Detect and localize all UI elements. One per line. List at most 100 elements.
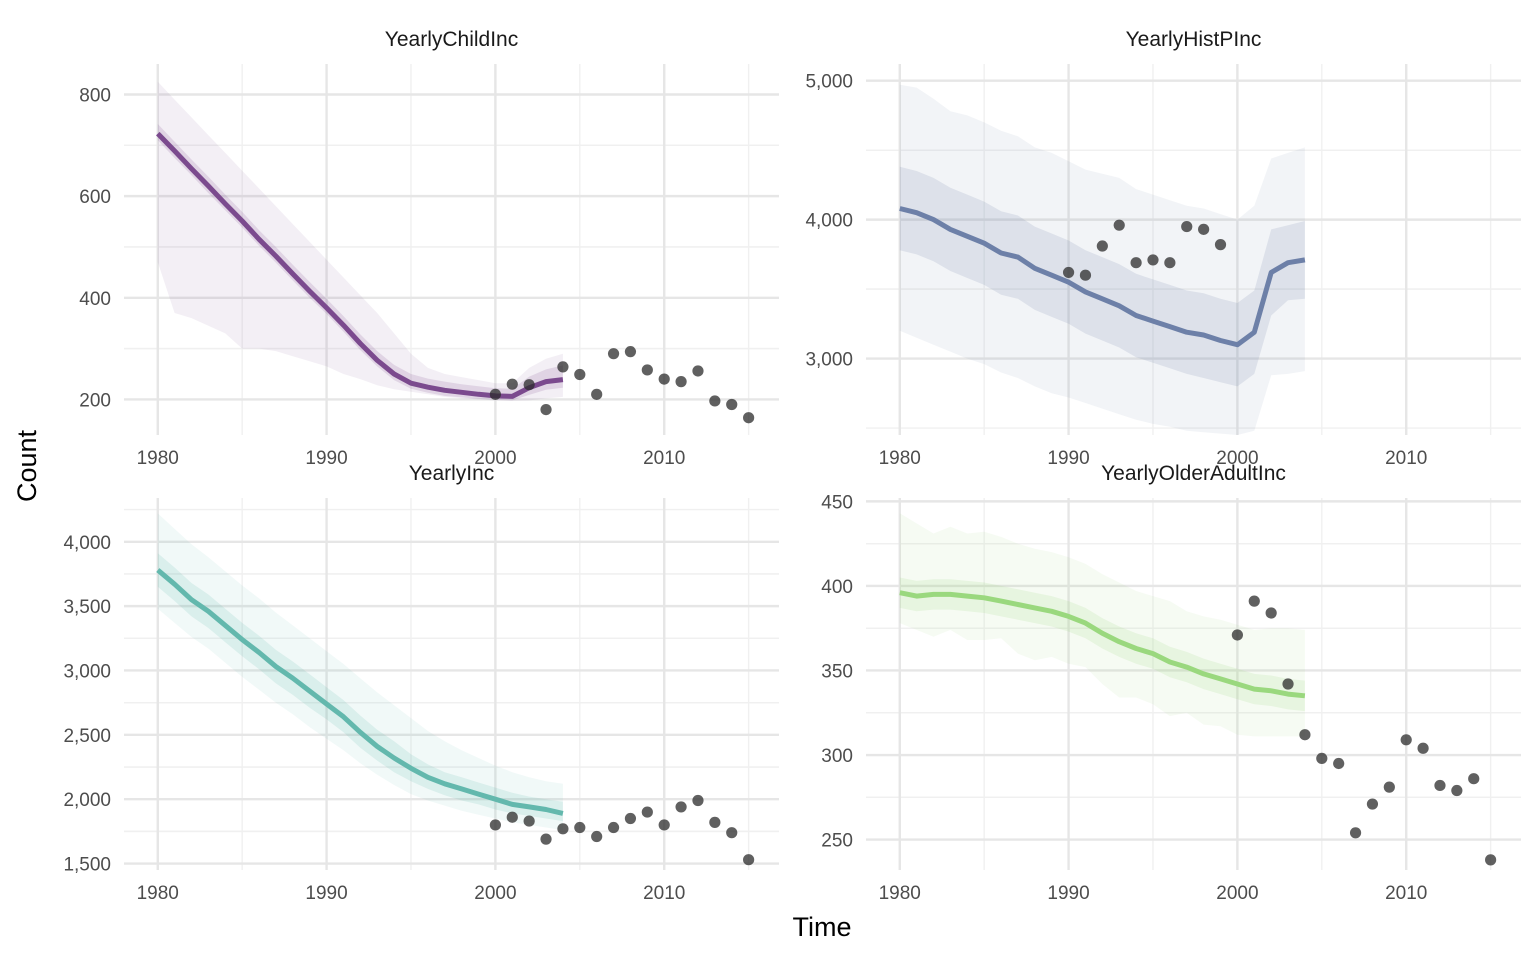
x-tick-label: 2010 <box>1385 448 1427 469</box>
x-tick-label: 1980 <box>879 883 921 904</box>
y-tick-label: 2,500 <box>63 726 111 747</box>
y-tick-label: 3,000 <box>805 350 853 371</box>
ribbon-95 <box>899 513 1305 737</box>
y-tick-label: 250 <box>821 831 853 852</box>
y-tick-label: 4,000 <box>63 533 111 554</box>
observed-point <box>1417 742 1429 754</box>
observed-point <box>1349 827 1362 839</box>
observed-point <box>1113 219 1125 231</box>
observed-point <box>1231 629 1243 641</box>
observed-point <box>692 365 704 377</box>
observed-point <box>726 398 738 411</box>
observed-point <box>641 806 653 818</box>
observed-point <box>743 854 755 866</box>
ribbon-95 <box>899 84 1305 436</box>
observed-point <box>675 376 687 388</box>
observed-point <box>574 821 586 834</box>
observed-point <box>1383 781 1395 793</box>
observed-point <box>1096 240 1108 252</box>
facet-title: YearlyInc <box>409 462 495 485</box>
observed-point <box>709 816 721 828</box>
x-tick-label: 1990 <box>305 883 347 904</box>
observed-point <box>591 388 603 400</box>
facet-title: YearlyOlderAdultInc <box>1101 462 1286 485</box>
y-tick-label: 3,000 <box>63 661 111 682</box>
y-tick-label: 450 <box>821 492 853 513</box>
y-tick-label: 400 <box>79 289 111 310</box>
facet-title: YearlyHistPInc <box>1126 28 1262 51</box>
observed-point <box>1434 779 1446 792</box>
x-tick-label: 1980 <box>879 448 921 469</box>
fit-line <box>156 568 564 816</box>
observed-point <box>1198 223 1210 235</box>
ribbon-95 <box>157 81 563 401</box>
observed-point <box>658 373 670 385</box>
observed-point <box>1468 773 1480 785</box>
y-tick-label: 5,000 <box>805 72 853 93</box>
observed-point <box>540 833 552 845</box>
x-tick-label: 2010 <box>643 448 685 469</box>
observed-point <box>607 348 620 360</box>
x-tick-label: 1990 <box>1047 448 1089 469</box>
observed-point <box>624 346 637 358</box>
facet-title: YearlyChildInc <box>385 28 518 51</box>
observed-point <box>726 827 738 839</box>
observed-point <box>1079 269 1092 281</box>
observed-point <box>489 388 501 400</box>
x-tick-label: 1990 <box>1047 883 1089 904</box>
x-tick-label: 2000 <box>474 448 516 469</box>
observed-point <box>1316 752 1328 765</box>
observed-point <box>540 403 552 416</box>
x-tick-label: 2000 <box>1216 883 1258 904</box>
x-axis-title: Time <box>793 912 852 942</box>
observed-point <box>1451 784 1463 797</box>
y-tick-label: 300 <box>821 746 853 767</box>
facet-panel-4: 1980 1990 2000 2010 250 300 350 400 450 YearlyOld… <box>821 462 1521 904</box>
x-tick-label: 2010 <box>643 883 685 904</box>
observed-point <box>641 364 653 376</box>
y-tick-label: 4,000 <box>805 211 853 232</box>
observed-point <box>1248 595 1260 607</box>
observed-point <box>489 819 501 831</box>
observed-point <box>658 819 670 831</box>
y-tick-label: 400 <box>821 577 853 598</box>
observed-point <box>1333 757 1345 770</box>
observed-point <box>624 812 637 825</box>
observed-point <box>1181 220 1193 233</box>
observed-point <box>675 801 687 813</box>
x-tick-label: 1980 <box>137 448 179 469</box>
facet-panel-2: 1980 1990 2000 2010 3,000 4,000 5,000 YearlyHis… <box>805 28 1521 469</box>
observed-point <box>523 815 535 827</box>
x-tick-label: 2010 <box>1385 883 1427 904</box>
observed-point <box>607 821 620 834</box>
y-tick-label: 2,000 <box>63 790 111 811</box>
observed-point <box>574 368 586 381</box>
observed-point <box>692 794 704 807</box>
observed-point <box>1265 607 1277 619</box>
ribbon-50 <box>899 166 1305 387</box>
x-tick-label: 2000 <box>1216 448 1258 469</box>
observed-point <box>1062 266 1075 279</box>
ribbon-95 <box>157 513 563 831</box>
observed-point <box>506 811 518 823</box>
ribbon-50 <box>899 577 1305 712</box>
y-tick-label: 3,500 <box>63 597 111 618</box>
observed-point <box>1147 254 1159 266</box>
observed-point <box>709 395 721 407</box>
observed-point <box>1214 239 1227 251</box>
fit-line <box>899 590 1306 699</box>
observed-point <box>1299 729 1311 741</box>
observed-point <box>1485 854 1497 866</box>
observed-point <box>1282 678 1294 690</box>
y-axis-title: Count <box>12 429 42 502</box>
observed-point <box>591 830 603 843</box>
observed-point <box>1130 257 1142 269</box>
y-tick-label: 1,500 <box>63 855 111 876</box>
y-tick-label: 600 <box>79 187 111 208</box>
y-tick-label: 800 <box>79 85 111 106</box>
x-tick-label: 2000 <box>474 883 516 904</box>
observed-point <box>743 412 755 424</box>
fit-line <box>899 206 1306 348</box>
y-tick-label: 350 <box>821 661 853 682</box>
